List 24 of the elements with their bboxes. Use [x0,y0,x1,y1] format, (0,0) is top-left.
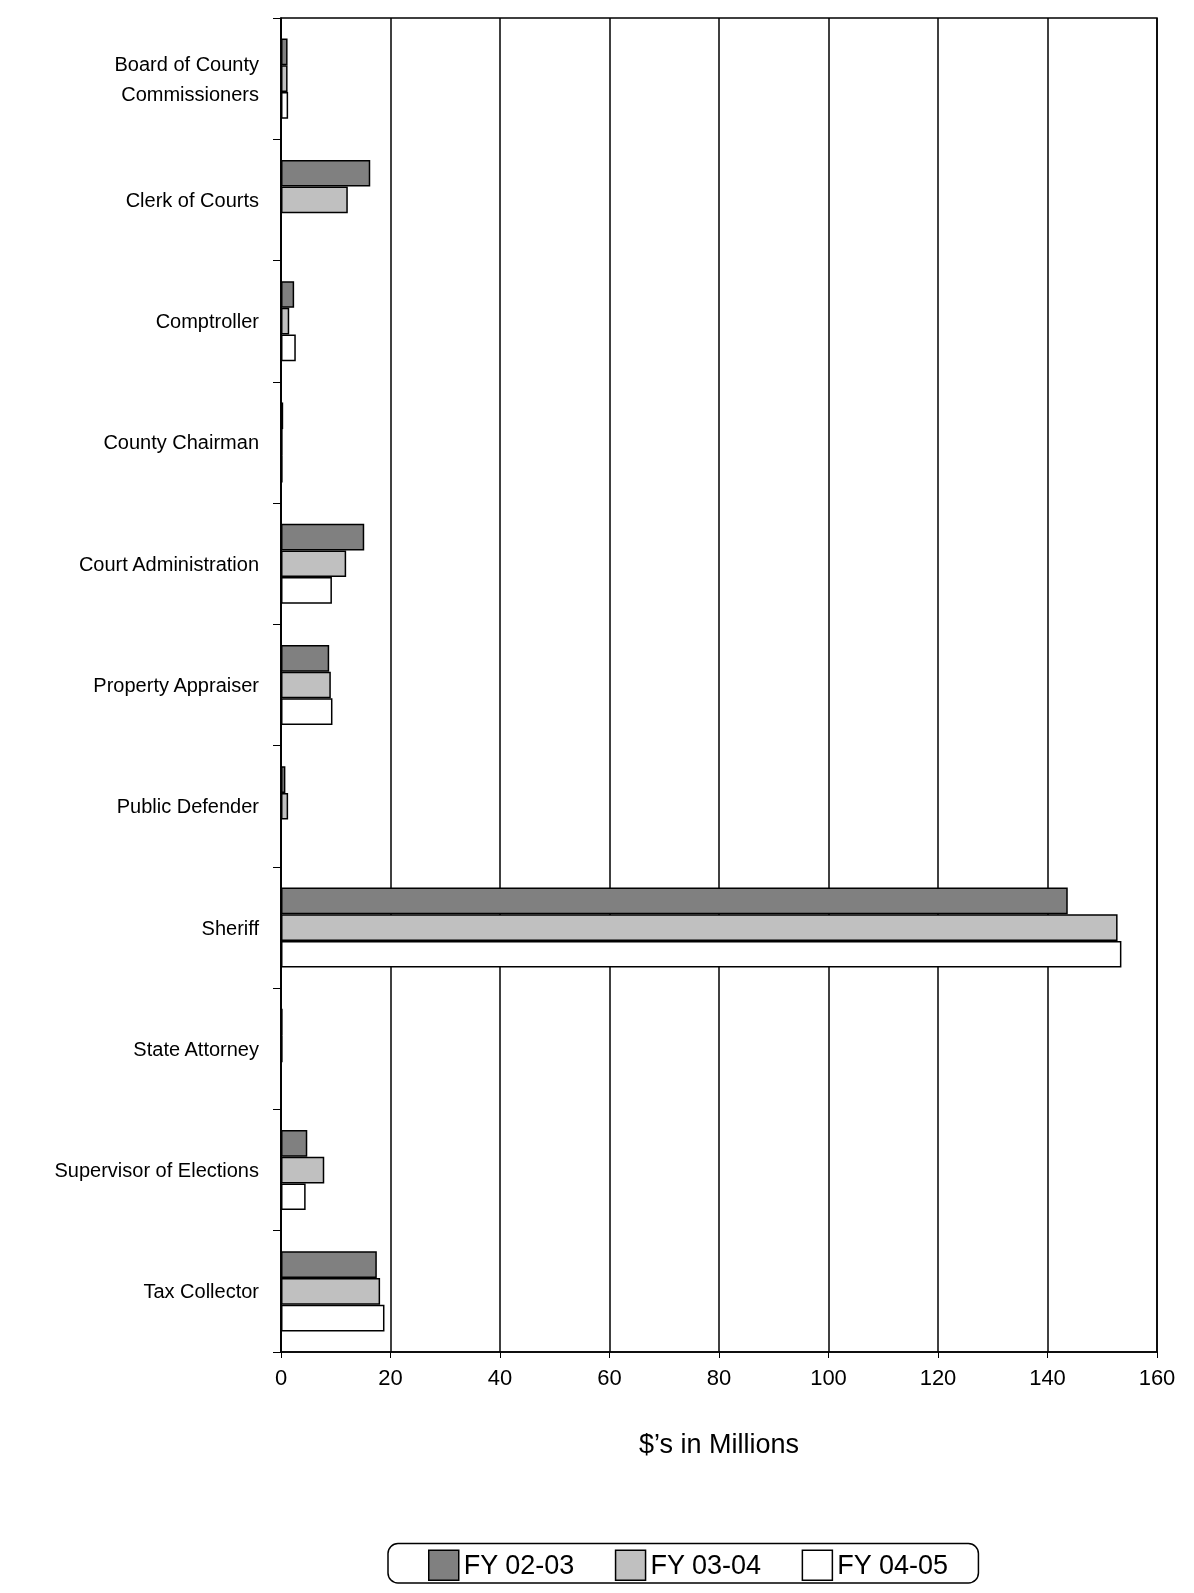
y-tick-label: Clerk of Courts [125,188,259,211]
y-tick-label: Public Defender [116,795,260,818]
legend-label: FY 02-03 [463,1550,575,1581]
y-tick-label: Comptroller [155,310,260,333]
x-tick-label: 0 [274,1364,288,1390]
x-tick-label: 60 [597,1364,622,1390]
x-tick-label: 140 [1029,1364,1066,1390]
legend-label: FY 04-05 [837,1550,948,1581]
x-tick-label: 40 [487,1364,513,1390]
y-tick-label: County Chairman [103,431,259,454]
y-tick-label: State Attorney [133,1037,259,1060]
x-tick-label: 80 [706,1364,732,1390]
x-tick-label: 20 [378,1364,403,1390]
y-tick-label: Supervisor of Elections [54,1159,259,1182]
y-tick-label: Tax Collector [143,1280,260,1303]
x-tick-label: 160 [1138,1364,1176,1390]
y-tick-label: Court Administration [78,552,259,575]
y-tick-label: Sheriff [201,916,260,939]
x-tick-label: 100 [810,1364,847,1390]
x-axis-title: $’s in Millions [638,1428,800,1459]
x-tick-label: 120 [919,1364,957,1390]
y-tick-label: Board of County Commissioners [114,52,259,105]
legend-label: FY 03-04 [650,1550,762,1581]
y-tick-label: Property Appraiser [93,674,260,696]
